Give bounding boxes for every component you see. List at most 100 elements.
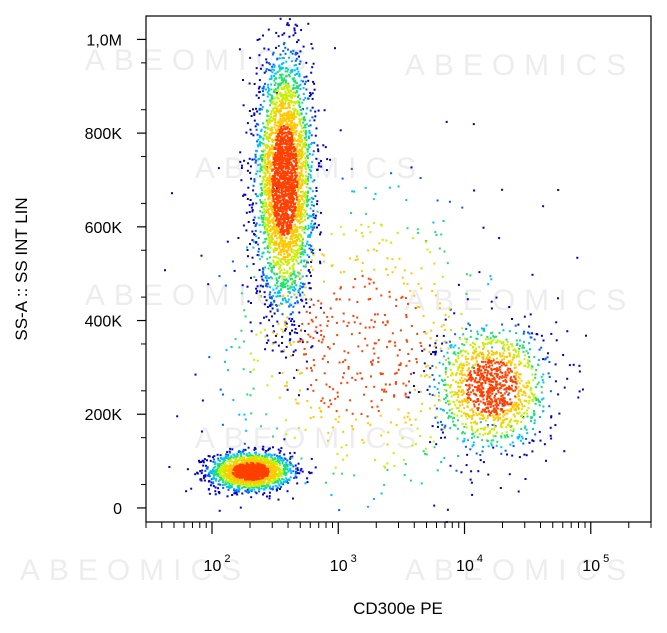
density-dot [568,364,571,367]
density-dot [278,290,281,293]
density-dot [270,95,273,98]
density-dot [264,212,267,215]
density-dot [286,490,289,493]
density-dot [302,226,305,229]
density-dot [274,480,277,483]
density-dot [286,256,289,258]
density-dot [294,233,297,236]
density-dot [284,75,287,78]
density-dot [423,375,426,378]
density-dot [513,380,516,383]
density-dot [263,166,266,169]
density-dot [270,75,273,78]
density-dot [539,416,541,418]
density-dot [308,146,311,149]
density-dot [293,27,296,30]
density-dot [307,235,310,238]
density-dot [268,221,271,224]
density-dot [208,488,210,491]
density-dot [254,453,257,456]
density-dot [307,173,310,175]
density-dot [425,332,428,335]
density-dot [279,270,282,273]
density-dot [314,195,317,198]
density-dot [262,217,265,219]
density-dot [291,288,294,291]
density-dot [298,149,301,152]
density-dot [255,235,258,238]
density-dot [244,459,247,462]
density-dot [190,487,193,490]
density-dot [515,419,518,422]
density-dot [452,420,455,423]
density-dot [460,382,463,384]
density-dot [283,275,286,278]
density-dot [284,70,287,73]
density-dot [304,130,307,133]
density-dot [266,132,268,134]
density-dot [218,275,221,278]
density-dot [472,421,475,424]
density-dot [267,225,270,228]
density-dot [440,350,443,352]
density-dot [245,481,247,484]
density-dot [300,183,303,186]
density-dot [284,324,287,326]
density-dot [255,222,258,225]
density-dot [447,415,450,418]
density-dot [284,236,287,239]
density-dot [443,340,446,343]
density-dot [524,478,527,480]
density-dot [578,390,581,393]
density-dot [298,132,301,135]
density-dot [305,191,307,194]
density-dot [271,241,274,244]
density-dot [291,87,294,90]
density-dot [510,434,513,437]
density-dot [457,455,460,457]
density-dot [295,72,298,75]
density-dot [275,287,278,290]
density-dot [435,407,438,410]
density-dot [267,93,270,96]
density-dot [307,224,310,227]
density-dot [261,220,264,223]
density-dot [271,342,274,345]
density-dot [289,235,292,238]
density-dot [250,115,253,117]
density-dot [472,357,474,360]
density-dot [304,209,307,212]
density-dot [312,209,315,212]
density-dot [466,369,469,372]
density-dot [298,187,301,190]
density-dot [304,225,307,228]
density-dot [272,265,275,268]
density-dot [318,407,321,410]
density-dot [523,364,526,367]
density-dot [558,412,561,415]
density-dot [293,281,296,284]
density-dot [295,249,298,252]
density-dot [306,148,309,151]
density-dot [453,416,456,419]
density-dot [309,174,312,177]
density-dot [257,254,260,257]
density-dot [269,310,272,313]
density-dot [225,453,228,456]
density-dot [217,457,220,460]
density-dot [269,291,272,294]
density-dot [515,404,518,406]
density-dot [266,91,269,94]
density-dot [563,386,566,389]
density-dot [298,105,301,108]
density-dot [258,170,261,173]
density-dot [259,456,262,459]
density-dot [281,73,284,76]
density-dot [289,476,292,479]
density-dot [279,258,282,261]
density-dot [292,212,295,215]
density-dot [308,168,311,171]
density-dot [472,444,475,446]
density-dot [313,248,316,251]
density-dot [296,52,299,55]
